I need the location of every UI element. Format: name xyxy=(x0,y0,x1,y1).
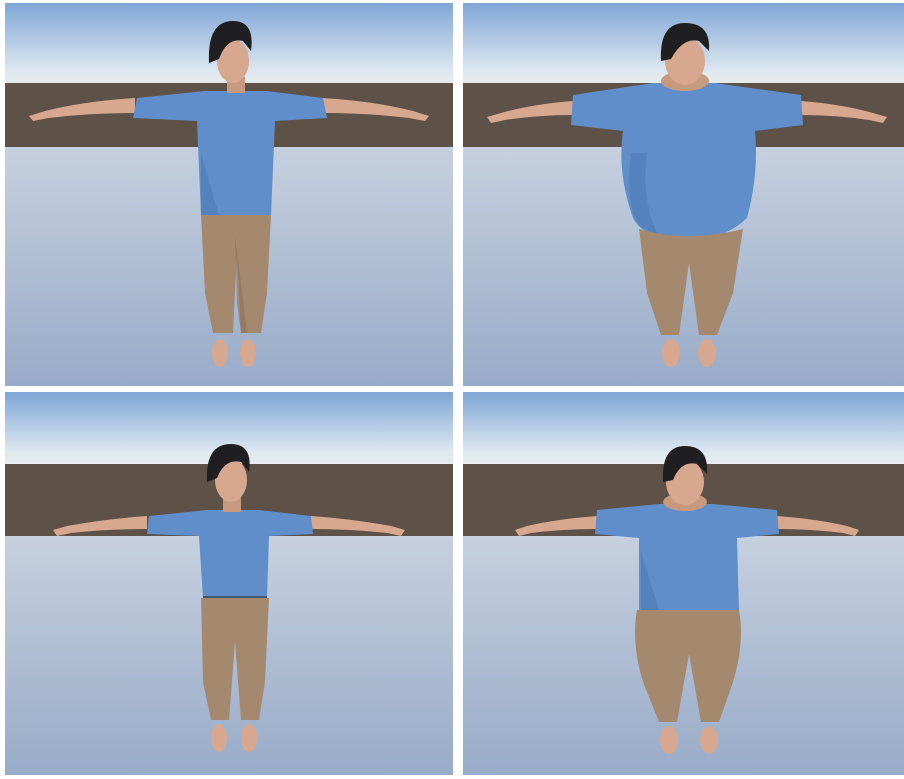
avatar-render-heavy-tucked xyxy=(463,392,904,775)
avatar-render-slim-tucked xyxy=(5,392,453,775)
avatar-render-slim xyxy=(5,3,453,386)
avatar-render-heavy xyxy=(463,3,904,386)
panel-top-right-heavy-avatar xyxy=(463,3,904,386)
panel-bottom-right-heavy-avatar xyxy=(463,392,904,775)
panel-top-left-slim-avatar xyxy=(5,3,453,386)
panel-bottom-left-slim-avatar xyxy=(5,392,453,775)
